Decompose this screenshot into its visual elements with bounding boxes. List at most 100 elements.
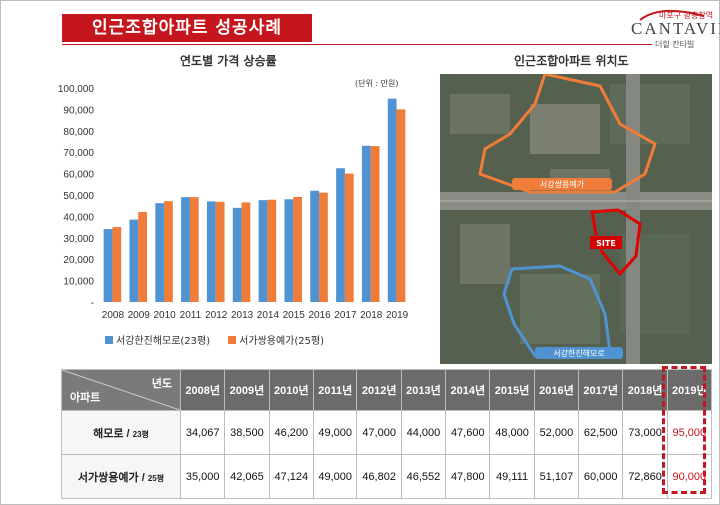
- x-tick-label: 2009: [128, 310, 151, 321]
- y-tick-label: 80,000: [63, 127, 94, 138]
- table-cell: 46,552: [400, 454, 447, 499]
- bar-series2: [164, 201, 173, 302]
- bar-series1: [232, 207, 242, 302]
- bar-series2: [370, 146, 380, 302]
- bar-series2: [267, 199, 277, 302]
- bar-series2: [138, 211, 148, 302]
- row-size: 23평: [132, 429, 149, 439]
- year-header: 2008년: [179, 369, 226, 411]
- x-tick-label: 2013: [231, 310, 254, 321]
- table-cell: 49,000: [312, 454, 358, 499]
- bar-series1: [336, 168, 345, 302]
- table-cell: 47,600: [445, 410, 491, 455]
- year-header: 2014년: [445, 369, 491, 411]
- x-tick-label: 2011: [180, 310, 202, 321]
- y-tick-label: 10,000: [63, 277, 94, 288]
- price-bar-chart: 100,000 90,000 80,000 70,000 60,000 50,000 40,…: [58, 84, 409, 321]
- aerial-map-image: 서강쌍용예가 SITE 서강한진해모로: [440, 74, 712, 364]
- table-row: 해모로 / 23평 34,067 38,500 46,200 49,000 47,000 4…: [61, 410, 713, 455]
- legend-label-series1: 서강한진해모로(23평): [116, 336, 211, 347]
- bar-series1: [155, 203, 165, 302]
- table-cell: 47,800: [445, 454, 491, 499]
- bar-series1: [181, 197, 190, 302]
- bar-series2: [215, 201, 225, 302]
- legend-item-series2: 서가쌍용예가(25평): [228, 332, 324, 347]
- row-name: 서가쌍용예가 /: [77, 471, 148, 484]
- year-header: 2012년: [356, 369, 402, 411]
- bar-series1: [284, 199, 294, 302]
- x-tick-label: 2010: [153, 310, 176, 321]
- logo-main-text: CANTAVIL: [631, 19, 720, 38]
- x-tick-label: 2019: [386, 310, 409, 321]
- year-header: 2018년: [622, 369, 668, 411]
- x-tick-label: 2018: [360, 310, 383, 321]
- row-header: 서가쌍용예가 / 25평: [61, 454, 181, 499]
- table-cell: 60,000: [578, 454, 624, 499]
- legend-swatch-orange: [228, 335, 237, 344]
- table-cell: 49,111: [489, 454, 535, 499]
- table-cell: 46,802: [356, 454, 402, 499]
- bar-series2: [293, 196, 303, 302]
- table-corner-cell: 년도 아파트: [61, 369, 181, 411]
- x-tick-label: 2015: [283, 310, 306, 321]
- location-map: 서강쌍용예가 SITE 서강한진해모로: [440, 74, 712, 364]
- year-header: 2015년: [489, 369, 535, 411]
- bar-series2: [344, 173, 354, 302]
- bar-series2: [189, 197, 199, 302]
- logo-top-text: 마포구 광흥창역: [659, 11, 714, 20]
- map-title: 인근조합아파트 위치도: [514, 54, 629, 68]
- table-row: 서가쌍용예가 / 25평 35,000 42,065 47,124 49,000 46,8…: [61, 454, 713, 499]
- row-name: 해모로 /: [93, 427, 133, 440]
- x-tick-label: 2008: [102, 310, 125, 321]
- unit-label: (단위 : 만원): [355, 79, 399, 88]
- table-cell: 47,000: [356, 410, 402, 455]
- x-tick-label: 2014: [257, 310, 280, 321]
- bar-series2: [319, 192, 328, 302]
- map-label-site: SITE: [596, 239, 616, 248]
- table-cell: 34,067: [179, 410, 226, 455]
- row-header: 해모로 / 23평: [61, 410, 181, 455]
- table-cell: 44,000: [400, 410, 447, 455]
- bar-series1: [258, 200, 268, 302]
- x-tick-label: 2012: [205, 310, 228, 321]
- y-tick-label: 20,000: [63, 255, 94, 266]
- table-cell: 73,000: [622, 410, 668, 455]
- x-tick-label: 2017: [334, 310, 357, 321]
- table-cell: 51,107: [533, 454, 580, 499]
- logo-bottom-text: 더힐 칸타빌: [655, 40, 695, 49]
- corner-year-label: 년도: [151, 378, 172, 390]
- bar-series2: [241, 202, 251, 302]
- x-tick-label: 2016: [308, 310, 331, 321]
- table-cell: 49,000: [312, 410, 358, 455]
- chart-title: 연도별 가격 상승률: [180, 54, 277, 68]
- row-size: 25평: [147, 473, 165, 483]
- title-underline: [62, 44, 652, 45]
- y-tick-label: 30,000: [63, 234, 94, 245]
- year-header: 2016년: [533, 369, 580, 411]
- bar-series1: [129, 219, 139, 302]
- highlight-2019-box: [662, 366, 706, 494]
- legend-item-series1: 서강한진해모로(23평): [105, 332, 210, 347]
- bar-series2: [112, 227, 122, 302]
- page-title: 인근조합아파트 성공사례: [62, 14, 312, 42]
- legend-swatch-blue: [105, 335, 113, 344]
- table-cell: 42,065: [224, 454, 270, 499]
- y-tick-label: 40,000: [63, 212, 94, 223]
- cantavil-logo: 마포구 광흥창역 CANTAVIL 더힐 칸타빌: [600, 6, 720, 50]
- price-table: 년도 아파트 2008년 2009년 2010년 2011년 2012년 2013년 201…: [61, 369, 713, 499]
- table-cell: 52,000: [533, 410, 580, 455]
- bar-series2: [396, 109, 406, 303]
- table-cell: 35,000: [179, 454, 226, 499]
- y-tick-label: 60,000: [63, 170, 94, 181]
- bar-series1: [310, 190, 320, 302]
- chart-legend: 서강한진해모로(23평) 서가쌍용예가(25평): [105, 332, 324, 347]
- y-tick-label: 90,000: [63, 105, 94, 116]
- table-cell: 62,500: [578, 410, 624, 455]
- table-cell: 46,200: [268, 410, 314, 455]
- corner-apartment-label: 아파트: [70, 392, 101, 404]
- table-cell: 72,860: [622, 454, 668, 499]
- logo-arc-icon: [639, 9, 705, 21]
- year-header: 2009년: [224, 369, 270, 411]
- legend-label-series2: 서가쌍용예가(25평): [239, 336, 325, 347]
- map-label-bottom-complex: 서강한진해모로: [553, 348, 605, 358]
